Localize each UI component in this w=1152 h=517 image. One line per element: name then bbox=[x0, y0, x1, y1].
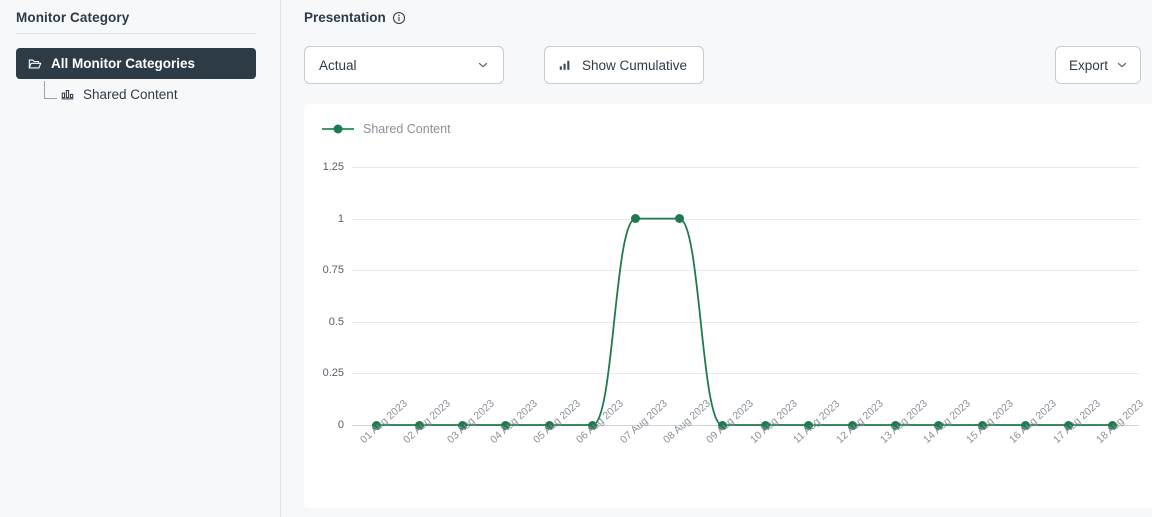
chart-line-series bbox=[375, 217, 1113, 426]
chevron-down-icon bbox=[476, 58, 490, 72]
tree-children: Shared Content bbox=[16, 81, 256, 107]
gridline bbox=[352, 167, 1139, 168]
data-point[interactable] bbox=[761, 420, 771, 430]
y-axis-tick-label: 0.75 bbox=[322, 264, 344, 277]
folder-open-icon bbox=[28, 57, 42, 71]
main-content: Presentation Actual bbox=[282, 0, 1152, 517]
gridline bbox=[352, 321, 1139, 323]
sidebar-title: Monitor Category bbox=[16, 10, 130, 25]
data-point[interactable] bbox=[847, 420, 857, 430]
y-axis-tick-label: 0 bbox=[337, 419, 344, 431]
data-point[interactable] bbox=[1064, 420, 1074, 430]
data-point[interactable] bbox=[891, 420, 901, 430]
bar-chart-icon bbox=[60, 87, 75, 101]
y-axis-tick-label: 0.25 bbox=[322, 367, 344, 380]
bar-chart-icon bbox=[558, 58, 572, 72]
y-axis-tick-label: 1.25 bbox=[322, 161, 344, 173]
data-point[interactable] bbox=[501, 420, 511, 430]
data-point[interactable] bbox=[674, 214, 684, 224]
data-point[interactable] bbox=[458, 420, 468, 430]
data-point[interactable] bbox=[587, 420, 597, 430]
sidebar-divider bbox=[16, 33, 256, 34]
presentation-select-value: Actual bbox=[319, 57, 357, 73]
y-axis-tick-label: 0.5 bbox=[328, 315, 344, 328]
data-point[interactable] bbox=[934, 420, 944, 430]
data-point[interactable] bbox=[804, 420, 814, 430]
data-point[interactable] bbox=[1020, 420, 1030, 430]
show-cumulative-label: Show Cumulative bbox=[582, 57, 688, 73]
y-axis-ticks: 0 0.25 0.5 0.75 1 1.25 bbox=[304, 104, 344, 508]
data-point[interactable] bbox=[544, 420, 554, 430]
data-point[interactable] bbox=[414, 420, 424, 430]
export-button[interactable]: Export bbox=[1055, 46, 1141, 84]
y-axis-tick-label: 1 bbox=[337, 212, 344, 225]
export-label: Export bbox=[1069, 57, 1109, 73]
data-point[interactable] bbox=[1107, 420, 1117, 430]
chart-panel: Shared Content 0 0.25 0.5 0.75 1 1.25 01 Aug … bbox=[304, 104, 1152, 508]
chevron-down-icon bbox=[1115, 58, 1129, 72]
data-point[interactable] bbox=[371, 420, 381, 430]
sidebar-item-label: All Monitor Categories bbox=[51, 56, 196, 71]
legend-marker-icon bbox=[322, 123, 354, 135]
toolbar: Actual Show Cumulative Export bbox=[304, 46, 1141, 84]
data-point[interactable] bbox=[717, 420, 727, 430]
info-circle-icon[interactable] bbox=[392, 11, 406, 25]
chart-plot-area: 0 0.25 0.5 0.75 1 1.25 01 Aug 2023 02 Aug 2023… bbox=[304, 104, 1152, 508]
sidebar: Monitor Category All Monitor Categories bbox=[0, 0, 281, 517]
chart-legend[interactable]: Shared Content bbox=[322, 122, 451, 136]
presentation-select[interactable]: Actual bbox=[304, 46, 504, 84]
page-title: Presentation bbox=[304, 10, 386, 25]
monitor-category-tree: All Monitor Categories Shared Content bbox=[16, 48, 256, 107]
gridline bbox=[352, 270, 1139, 272]
gridline bbox=[352, 218, 1139, 220]
sidebar-item-shared-content[interactable]: Shared Content bbox=[60, 81, 256, 107]
data-point[interactable] bbox=[631, 214, 641, 224]
legend-label: Shared Content bbox=[363, 122, 451, 136]
page-header: Presentation bbox=[304, 10, 406, 25]
data-point[interactable] bbox=[977, 420, 987, 430]
tree-connector bbox=[44, 81, 57, 99]
sidebar-item-label: Shared Content bbox=[83, 86, 178, 102]
show-cumulative-button[interactable]: Show Cumulative bbox=[544, 46, 705, 84]
sidebar-item-all-monitor-categories[interactable]: All Monitor Categories bbox=[16, 48, 256, 79]
gridline bbox=[352, 373, 1139, 375]
